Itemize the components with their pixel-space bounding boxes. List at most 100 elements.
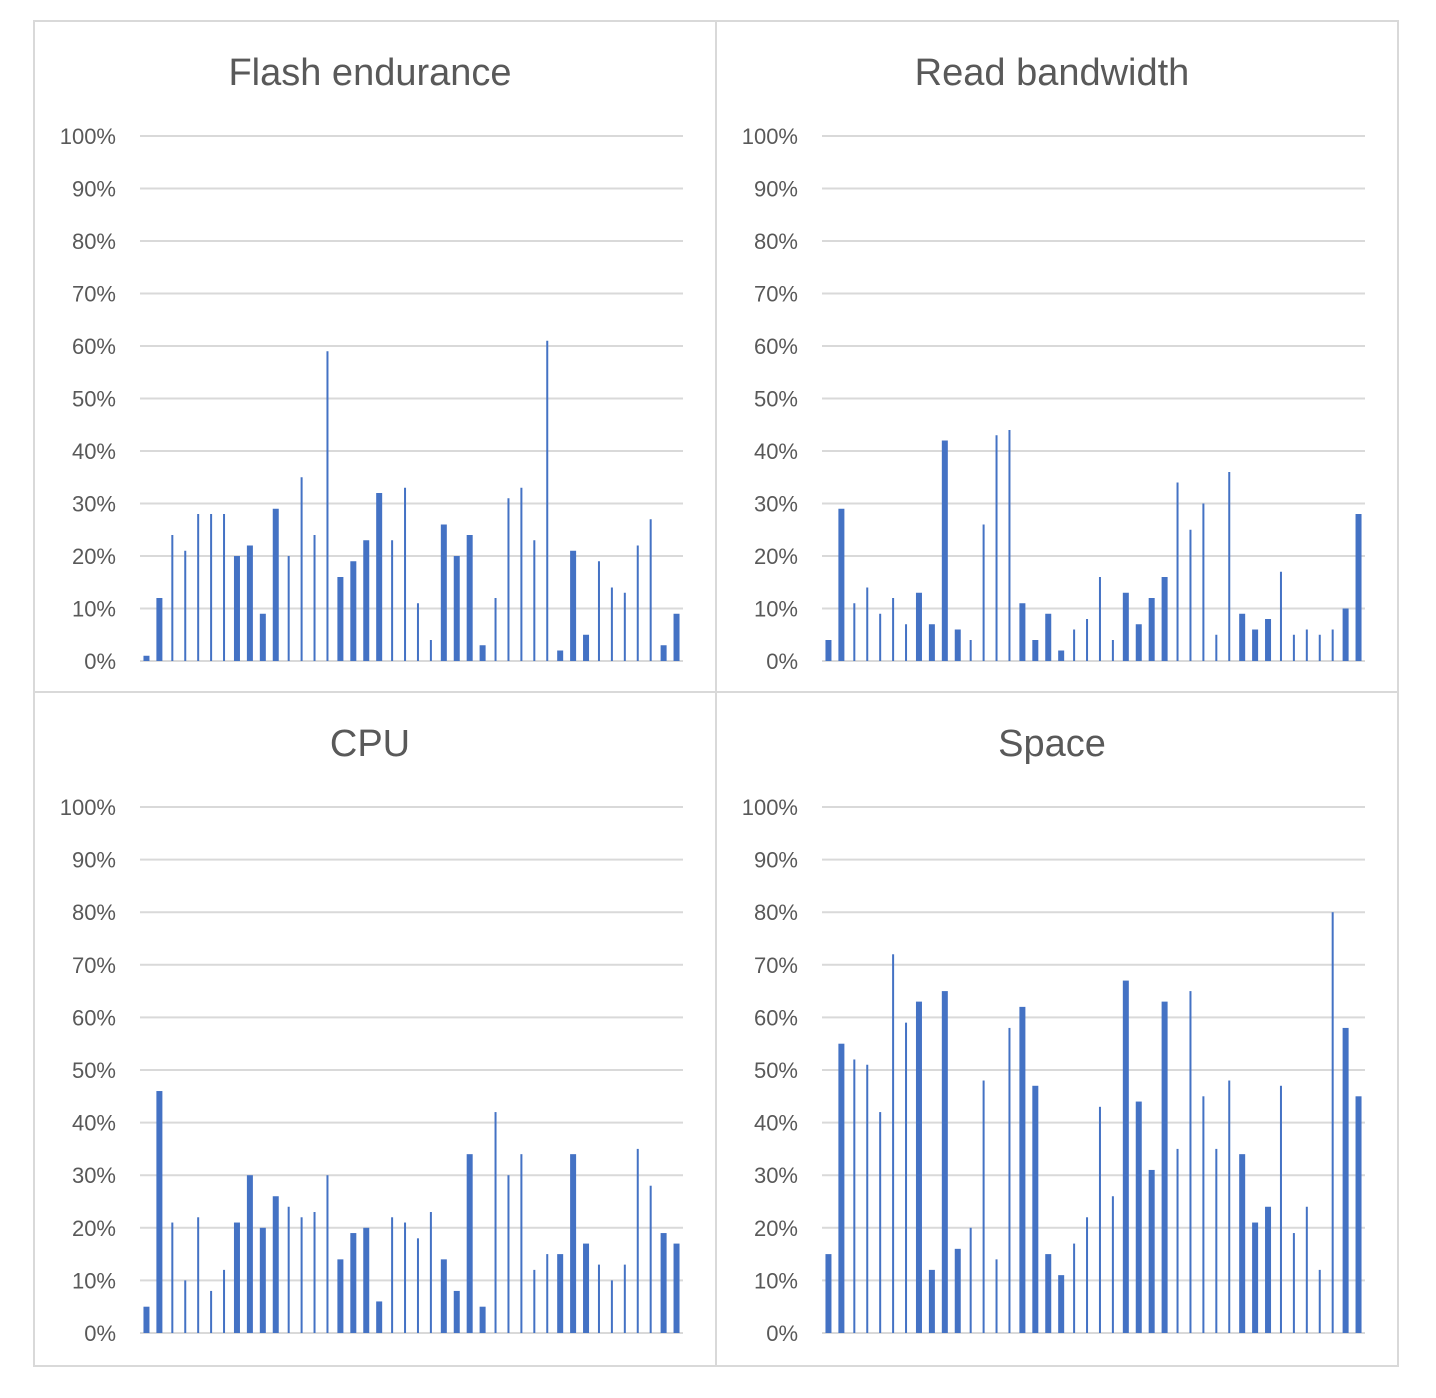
bar bbox=[326, 351, 329, 661]
y-tick-label: 30% bbox=[72, 492, 116, 517]
y-tick-label: 60% bbox=[754, 334, 798, 359]
bar bbox=[233, 1222, 240, 1333]
y-tick-label: 100% bbox=[742, 124, 798, 149]
bar bbox=[853, 1059, 856, 1333]
bar bbox=[1189, 991, 1192, 1333]
bar bbox=[1279, 571, 1282, 661]
y-tick-label: 90% bbox=[72, 848, 116, 873]
chart-svg: CPU 0% 10% 20% 30% 40% 50% 60% 70% 80% 90% 100% bbox=[60, 723, 683, 1346]
y-tick-label: 50% bbox=[72, 1058, 116, 1083]
bar bbox=[313, 1212, 316, 1333]
y-tick-label: 20% bbox=[72, 1216, 116, 1241]
bar bbox=[404, 1222, 407, 1333]
bar bbox=[1292, 634, 1295, 661]
y-tick-label: 70% bbox=[754, 282, 798, 307]
bar bbox=[494, 1112, 497, 1333]
bar bbox=[259, 613, 266, 661]
bar bbox=[1176, 482, 1179, 661]
bar bbox=[1161, 577, 1168, 661]
bar bbox=[1111, 640, 1114, 661]
bar bbox=[915, 1001, 922, 1333]
bar bbox=[1189, 529, 1192, 661]
bar bbox=[1355, 1096, 1362, 1333]
bar bbox=[1215, 634, 1218, 661]
bar bbox=[1355, 514, 1362, 661]
y-tick-label: 70% bbox=[72, 282, 116, 307]
bar bbox=[533, 1269, 536, 1333]
bar bbox=[246, 1175, 253, 1333]
bar bbox=[1228, 1080, 1231, 1333]
bar bbox=[570, 550, 577, 661]
bar bbox=[440, 1259, 447, 1333]
bar bbox=[673, 613, 680, 661]
y-tick-label: 90% bbox=[72, 177, 116, 202]
bar bbox=[300, 477, 303, 661]
bar bbox=[954, 629, 961, 661]
bar bbox=[272, 1196, 279, 1333]
y-tick-label: 10% bbox=[754, 597, 798, 622]
bar bbox=[466, 535, 473, 661]
bar bbox=[915, 592, 922, 661]
bar bbox=[259, 1227, 266, 1333]
bar bbox=[184, 550, 187, 661]
bar bbox=[1045, 613, 1052, 661]
bar bbox=[1161, 1001, 1168, 1333]
bar bbox=[1292, 1233, 1295, 1333]
y-tick-label: 20% bbox=[754, 544, 798, 569]
bar bbox=[1252, 1222, 1259, 1333]
bar bbox=[1228, 472, 1231, 661]
bar bbox=[1176, 1148, 1179, 1333]
bar bbox=[326, 1175, 329, 1333]
y-tick-label: 40% bbox=[754, 439, 798, 464]
bar bbox=[866, 587, 869, 661]
bar bbox=[453, 1290, 460, 1333]
bar bbox=[1058, 1275, 1065, 1333]
bar bbox=[969, 1227, 972, 1333]
bar bbox=[623, 592, 626, 661]
bar bbox=[673, 1243, 680, 1333]
y-tick-label: 90% bbox=[754, 848, 798, 873]
bar bbox=[1202, 503, 1205, 661]
y-tick-label: 80% bbox=[754, 229, 798, 254]
bar bbox=[546, 1254, 549, 1333]
bar bbox=[1135, 1101, 1142, 1333]
y-tick-label: 10% bbox=[72, 1268, 116, 1293]
bar bbox=[1305, 1206, 1308, 1333]
bar bbox=[1045, 1254, 1052, 1333]
y-tick-label: 30% bbox=[754, 1163, 798, 1188]
bar bbox=[233, 556, 240, 661]
bar bbox=[363, 1227, 370, 1333]
bar bbox=[507, 498, 510, 661]
y-tick-label: 100% bbox=[60, 124, 116, 149]
chart-title: CPU bbox=[330, 723, 410, 765]
bar bbox=[583, 634, 590, 661]
bar bbox=[337, 1259, 344, 1333]
chart-panel-cpu: CPU 0% 10% 20% 30% 40% 50% 60% 70% 80% 90% 100% bbox=[35, 693, 715, 1365]
bar bbox=[223, 514, 226, 661]
bar bbox=[184, 1280, 187, 1333]
bar bbox=[223, 1269, 226, 1333]
bar bbox=[1342, 608, 1349, 661]
bar bbox=[1058, 650, 1065, 661]
bar bbox=[1086, 619, 1089, 661]
bar bbox=[156, 598, 163, 661]
bar bbox=[660, 1233, 667, 1333]
bar bbox=[557, 1254, 564, 1333]
y-tick-label: 50% bbox=[72, 387, 116, 412]
bar bbox=[1215, 1148, 1218, 1333]
bar bbox=[636, 1148, 639, 1333]
bar bbox=[1279, 1085, 1282, 1333]
bar bbox=[853, 603, 856, 661]
bar bbox=[879, 1112, 882, 1333]
bar bbox=[1318, 634, 1321, 661]
bar bbox=[1318, 1269, 1321, 1333]
bar bbox=[995, 1259, 998, 1333]
bar bbox=[350, 561, 357, 661]
bar bbox=[610, 1280, 613, 1333]
y-tick-label: 60% bbox=[72, 1005, 116, 1030]
bar bbox=[1342, 1027, 1349, 1333]
bar bbox=[416, 603, 419, 661]
bar bbox=[1019, 1006, 1026, 1333]
bar bbox=[1331, 912, 1334, 1333]
bar bbox=[376, 493, 383, 661]
